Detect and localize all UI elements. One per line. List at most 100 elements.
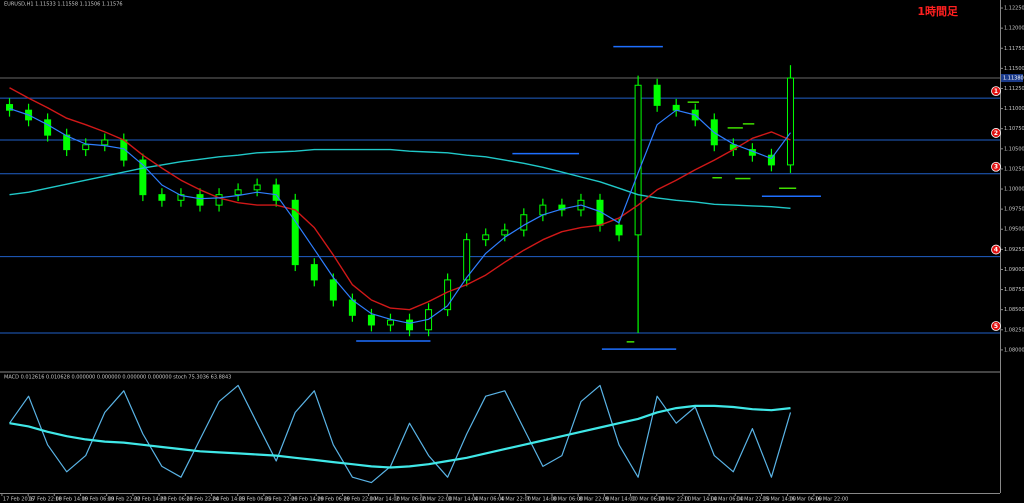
- last-price-box: [1001, 74, 1023, 83]
- x-tick-label: 2 Mar 06:00: [396, 497, 426, 503]
- candle-body: [634, 84, 642, 236]
- y-tick-label: 1.09500: [1004, 227, 1024, 233]
- y-tick-label: 1.12000: [1004, 26, 1024, 32]
- series-line: [9, 87, 791, 311]
- series-line: [9, 384, 792, 484]
- y-tick-label: 1.08250: [1004, 327, 1024, 333]
- candle-body: [6, 104, 14, 111]
- x-tick-label: 16 Mar 06:00: [789, 497, 822, 503]
- x-tick-label: 17 Feb 2016: [3, 497, 34, 503]
- level-label: 2: [994, 130, 998, 137]
- x-tick-label: 8 Mar 22:00: [579, 497, 609, 503]
- candle-body: [444, 279, 452, 311]
- y-tick-label: 1.09750: [1004, 207, 1024, 213]
- level-badge: [991, 161, 1001, 172]
- y-tick-label: 1.10500: [1004, 146, 1024, 152]
- x-tick-label: 2 Mar 22:00: [422, 497, 452, 503]
- x-tick-label: 4 Mar 06:00: [474, 497, 504, 503]
- y-tick-label: 1.08750: [1004, 287, 1024, 293]
- candle-body: [253, 184, 261, 191]
- level-label: 4: [994, 246, 998, 253]
- candle-body: [482, 234, 490, 241]
- candle-body: [329, 279, 337, 301]
- y-tick-label: 1.10750: [1004, 126, 1024, 132]
- candle-body: [615, 224, 623, 236]
- candle-body: [463, 239, 471, 281]
- x-tick-label: 24 Feb 14:00: [212, 497, 245, 503]
- x-tick-label: 25 Feb 22:00: [265, 497, 298, 503]
- x-tick-label: 15 Mar 14:00: [763, 497, 796, 503]
- candle-body: [786, 77, 794, 166]
- x-tick-label: 25 Feb 06:00: [239, 497, 272, 503]
- x-tick-label: 29 Feb 22:00: [343, 497, 376, 503]
- candle-body: [234, 189, 242, 196]
- y-tick-label: 1.09250: [1004, 247, 1024, 253]
- series-line: [9, 404, 791, 469]
- level-label: 1: [994, 88, 998, 95]
- x-tick-label: 19 Feb 06:00: [82, 497, 115, 503]
- x-tick-label: 14 Mar 06:00: [710, 497, 743, 503]
- level-badge: [991, 86, 1001, 97]
- x-tick-label: 8 Mar 06:00: [553, 497, 583, 503]
- candle-body: [367, 314, 375, 326]
- x-tick-label: 26 Feb 14:00: [291, 497, 324, 503]
- level-badge: [991, 321, 1001, 331]
- series-line: [9, 108, 791, 324]
- candle-body: [291, 199, 299, 266]
- y-tick-label: 1.10000: [1004, 187, 1024, 193]
- series-line: [9, 148, 791, 209]
- y-tick-label: 1.09000: [1004, 267, 1024, 273]
- candle-body: [44, 119, 52, 136]
- x-tick-label: 14 Mar 22:00: [736, 497, 769, 503]
- level-badge: [991, 128, 1001, 138]
- x-tick-label: 16 Mar 22:00: [815, 497, 848, 503]
- x-tick-label: 22 Feb 14:00: [134, 497, 167, 503]
- last-price-label: 1.11380: [1003, 76, 1024, 82]
- candle-body: [348, 299, 356, 316]
- indicator-header: MACD 0.012616 0.010628 0.000000 0.000000…: [4, 375, 231, 381]
- level-label: 3: [994, 164, 998, 171]
- x-tick-label: 10 Mar 22:00: [658, 497, 691, 503]
- y-tick-label: 1.08000: [1004, 347, 1024, 353]
- x-tick-label: 19 Feb 22:00: [108, 497, 141, 503]
- x-tick-label: 23 Feb 06:00: [160, 497, 193, 503]
- x-tick-label: 4 Mar 22:00: [501, 497, 531, 503]
- x-tick-label: 3 Mar 14:00: [448, 497, 478, 503]
- level-label: 5: [994, 323, 998, 330]
- candle-body: [196, 194, 204, 206]
- x-tick-label: 10 Mar 06:00: [631, 497, 664, 503]
- candle-body: [767, 154, 775, 166]
- y-tick-label: 1.08500: [1004, 307, 1024, 313]
- candle-body: [177, 194, 185, 201]
- candle-body: [272, 184, 280, 201]
- y-tick-label: 1.10250: [1004, 166, 1024, 172]
- chart-header: EURUSD,H1 1.11533 1.11558 1.11506 1.1157…: [4, 2, 123, 8]
- candle-body: [101, 139, 109, 146]
- candle-body: [520, 214, 528, 231]
- candle-body: [139, 159, 147, 196]
- candle-body: [501, 229, 509, 236]
- candle-body: [672, 104, 680, 111]
- x-tick-label: 9 Mar 14:00: [605, 497, 635, 503]
- level-badge: [991, 244, 1001, 255]
- x-tick-label: 18 Feb 14:00: [55, 497, 88, 503]
- candle-body: [158, 194, 166, 201]
- x-tick-label: 11 Mar 14:00: [684, 497, 717, 503]
- candle-body: [558, 204, 566, 211]
- y-tick-label: 1.11500: [1004, 66, 1024, 72]
- candle-body: [653, 84, 661, 106]
- candle-body: [406, 319, 414, 331]
- y-tick-label: 1.11250: [1004, 86, 1024, 92]
- y-tick-label: 1.12250: [1004, 6, 1024, 12]
- candle-body: [63, 134, 71, 151]
- candle-body: [310, 264, 318, 281]
- chart-title: 1時間足: [917, 4, 959, 18]
- y-tick-label: 1.11750: [1004, 46, 1024, 52]
- candle-body: [539, 204, 547, 216]
- x-tick-label: 23 Feb 22:00: [186, 497, 219, 503]
- x-tick-label: 29 Feb 06:00: [317, 497, 350, 503]
- x-tick-label: 1 Mar 14:00: [370, 497, 400, 503]
